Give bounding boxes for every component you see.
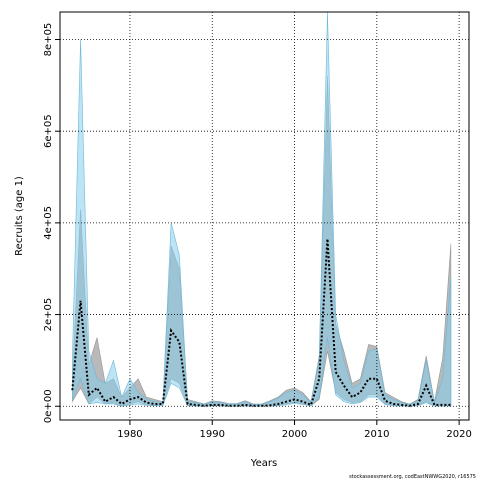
x-tick-label: 2020 [446,429,471,440]
x-tick-label: 2010 [364,429,389,440]
plot-frame [59,11,470,421]
caption: stockassessment.org, codEastNWWG2020, r1… [349,474,476,480]
y-tick-label: 8e+05 [43,23,54,57]
y-tick-label: 6e+05 [43,114,54,148]
y-tick-label: 2e+05 [43,298,54,332]
x-tick-label: 1990 [200,429,225,440]
x-tick-label: 2000 [282,429,307,440]
plot-area [71,11,452,407]
y-tick-label: 0e+00 [43,389,54,423]
x-axis: 1980 1990 2000 2010 2020 [117,420,472,440]
confidence-band-gray [72,76,452,407]
y-tick-label: 4e+05 [43,206,54,240]
confidence-band-blue [72,11,452,407]
y-axis: 0e+00 2e+05 4e+05 6e+05 8e+05 [43,23,60,423]
x-tick-label: 1980 [117,429,142,440]
x-axis-title: Years [250,458,277,469]
estimate-line [71,238,451,407]
grid-lines [60,12,469,420]
y-axis-title: Recruits (age 1) [14,176,25,256]
